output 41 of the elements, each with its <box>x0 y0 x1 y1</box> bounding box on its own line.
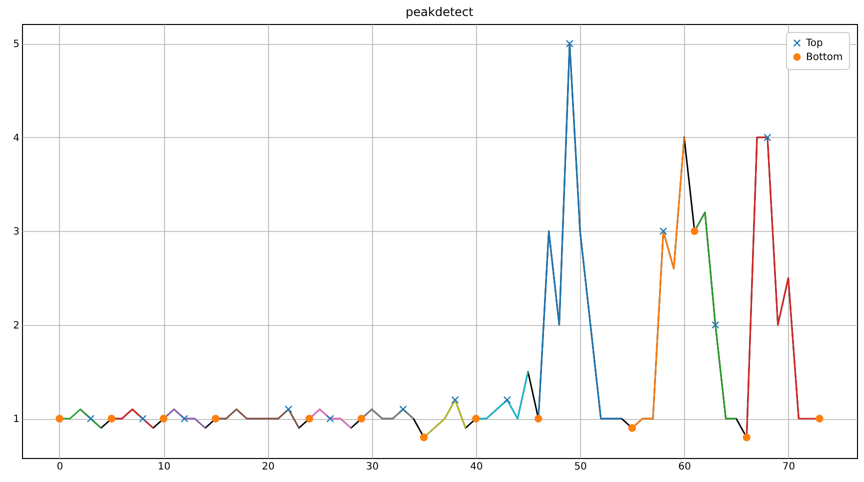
point <box>764 134 772 142</box>
point <box>399 405 407 414</box>
chart-title: peakdetect <box>406 5 474 19</box>
point <box>56 414 64 422</box>
point <box>138 414 147 422</box>
y-tick-label: 2 <box>13 320 20 332</box>
point <box>284 405 292 414</box>
point <box>472 414 480 422</box>
point <box>534 414 542 422</box>
point <box>816 414 824 422</box>
point <box>160 414 168 422</box>
legend-label: Bottom <box>806 52 843 63</box>
x-tick-label: 30 <box>366 462 379 472</box>
point <box>566 40 574 48</box>
point <box>742 434 750 442</box>
x-tick-label: 0 <box>56 462 64 472</box>
point <box>180 414 188 422</box>
y-tick-label: 1 <box>13 414 20 426</box>
x-tick-label: 40 <box>470 462 483 472</box>
x-tick-label: 50 <box>574 462 587 472</box>
point <box>712 321 720 329</box>
point <box>86 414 95 422</box>
point <box>326 414 334 422</box>
point <box>358 414 366 422</box>
point <box>628 424 636 432</box>
point <box>212 414 220 422</box>
point <box>690 227 698 235</box>
legend-label: Top <box>805 38 823 49</box>
y-tick-label: 5 <box>13 39 20 50</box>
point <box>306 414 314 422</box>
point <box>503 396 512 404</box>
x-tick-label: 70 <box>782 462 796 472</box>
point <box>451 396 459 404</box>
y-tick-label: 4 <box>13 132 20 144</box>
x-tick-label: 60 <box>678 462 692 472</box>
point <box>660 227 668 235</box>
point <box>108 414 116 422</box>
x-tick-label: 10 <box>158 462 170 472</box>
y-tick-label: 3 <box>13 226 20 238</box>
x-tick-label: 20 <box>262 462 275 472</box>
point <box>420 434 428 442</box>
